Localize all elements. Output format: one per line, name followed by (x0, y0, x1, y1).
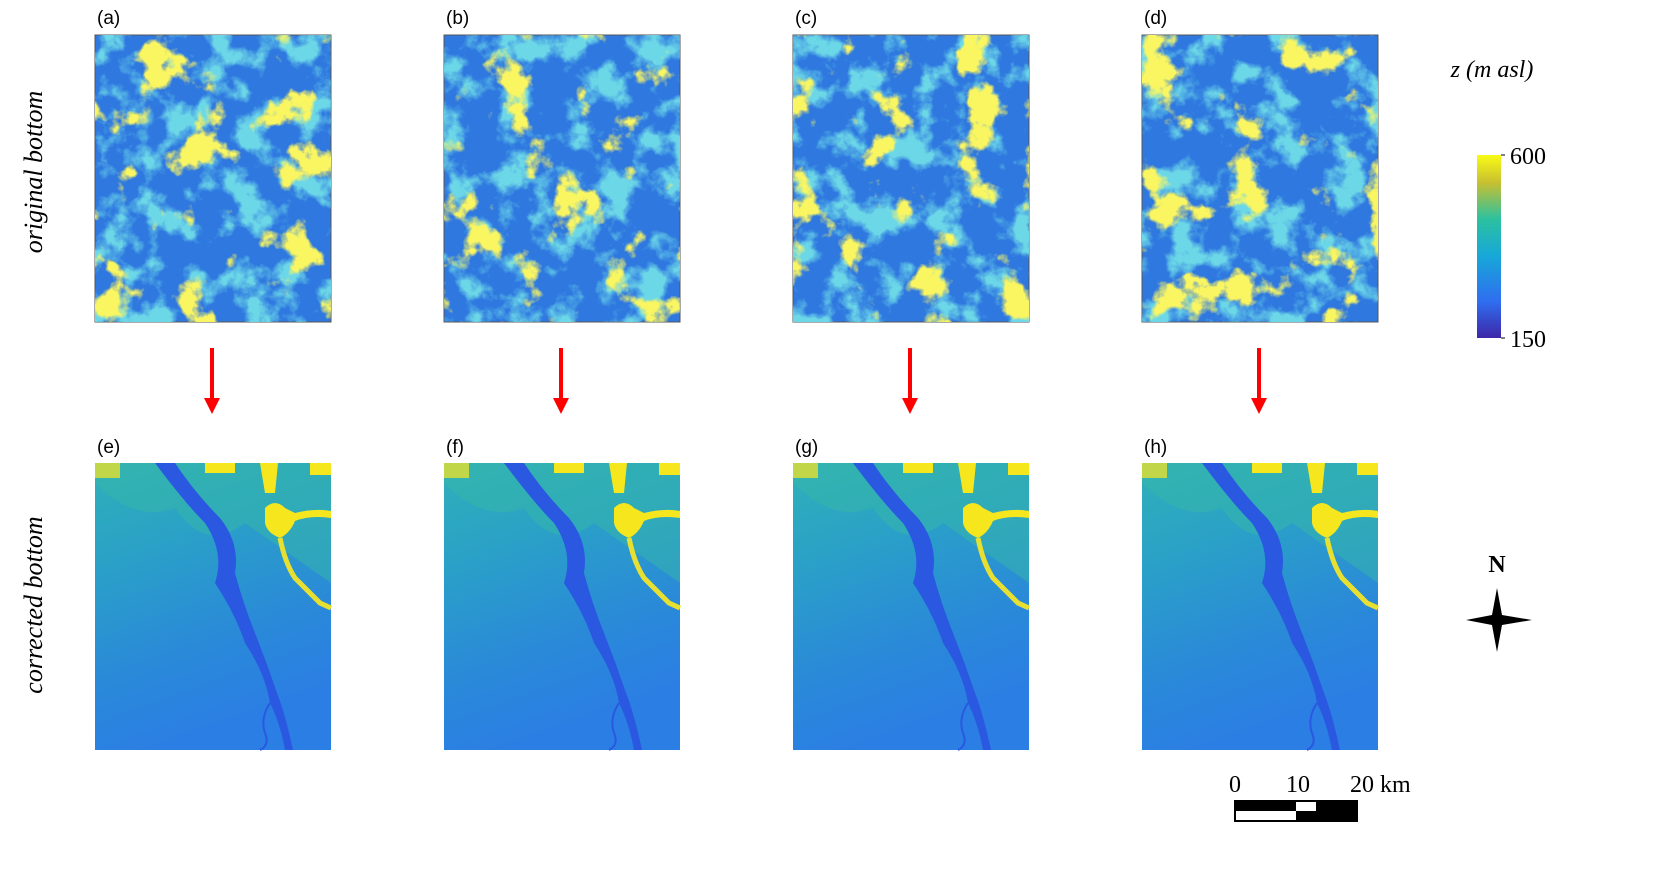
map-corrected (95, 463, 331, 750)
arrow-head (553, 398, 569, 414)
panel-label: (f) (446, 437, 464, 458)
map-texture (1142, 35, 1378, 322)
map-texture (793, 35, 1029, 322)
arrow-head (204, 398, 220, 414)
colorbar-title: z (m asl) (1450, 57, 1534, 83)
map-corrected (1142, 463, 1378, 750)
panel-label: (b) (446, 8, 469, 29)
colorbar-tick-label: 600 (1510, 144, 1546, 170)
scale-bar (1234, 800, 1358, 822)
panel-label: (g) (795, 437, 818, 458)
scale-label: 20 km (1350, 772, 1411, 798)
map-texture (444, 35, 680, 322)
panel-label: (e) (97, 437, 120, 458)
arrow-head (902, 398, 918, 414)
colorbar-tick-label: 150 (1510, 327, 1546, 353)
north-arrow (1466, 588, 1532, 652)
colorbar (1477, 155, 1501, 338)
scale-label: 10 (1286, 772, 1310, 798)
row-label: original bottom (19, 91, 48, 254)
map-corrected (793, 463, 1029, 750)
map-texture (95, 35, 331, 322)
panel-label: (d) (1144, 8, 1167, 29)
panel-label: (a) (97, 8, 120, 29)
north-label: N (1488, 552, 1506, 578)
arrow-head (1251, 398, 1267, 414)
map-corrected (444, 463, 680, 750)
panel-label: (h) (1144, 437, 1167, 458)
row-label: corrected bottom (19, 516, 48, 693)
panel-label: (c) (795, 8, 817, 29)
scale-label: 0 (1229, 772, 1241, 798)
